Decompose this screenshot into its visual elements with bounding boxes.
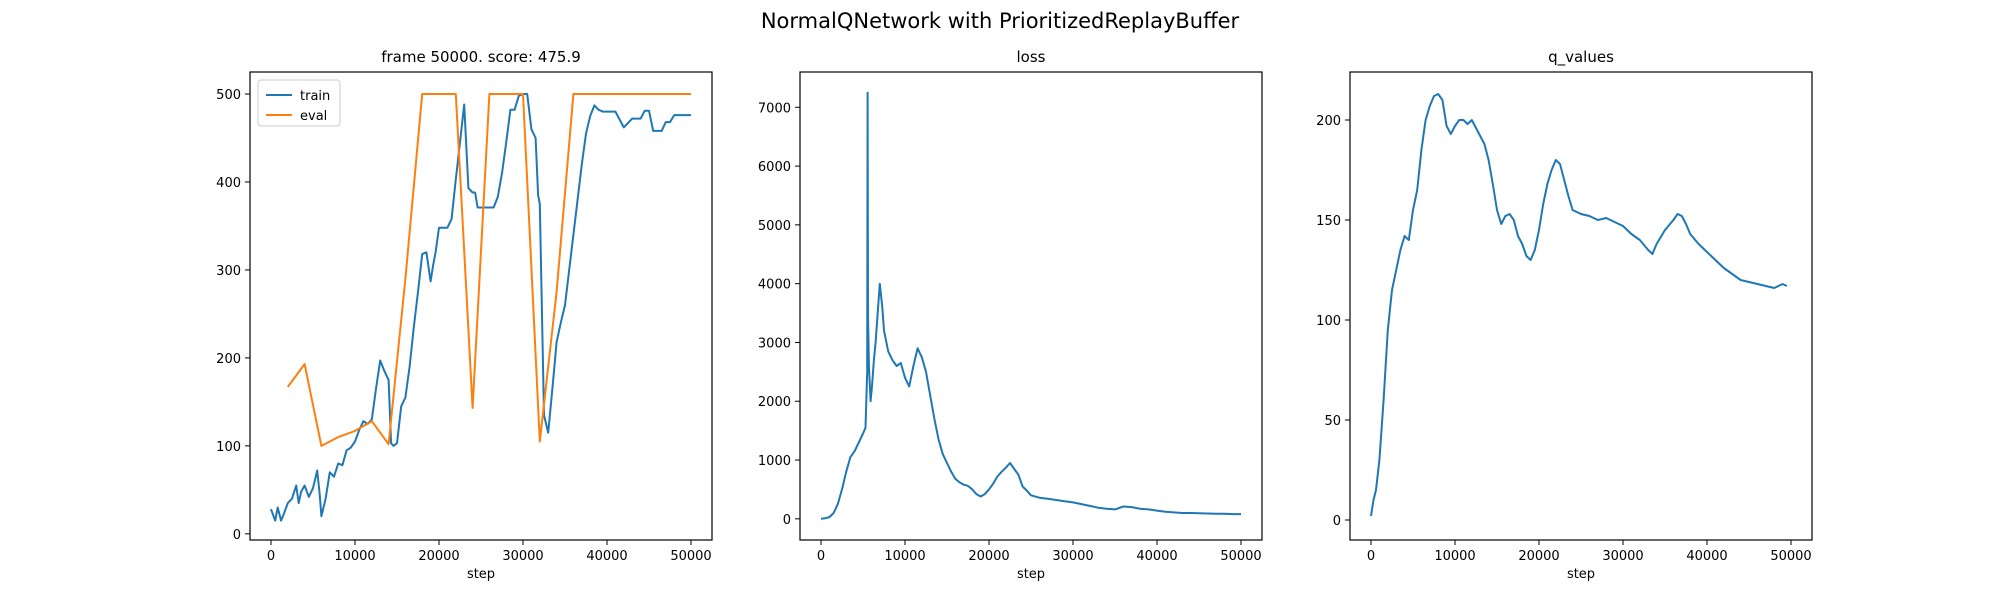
x-axis-label: step bbox=[1567, 567, 1595, 582]
y-tick-label: 2000 bbox=[758, 395, 791, 410]
y-tick-label: 6000 bbox=[758, 160, 791, 175]
y-tick-label: 100 bbox=[1316, 314, 1341, 329]
y-tick-label: 300 bbox=[216, 264, 241, 279]
x-tick-label: 50000 bbox=[1220, 549, 1261, 564]
x-tick-label: 40000 bbox=[586, 549, 627, 564]
y-tick-label: 150 bbox=[1316, 214, 1341, 229]
y-tick-label: 100 bbox=[216, 440, 241, 455]
y-tick-label: 0 bbox=[233, 528, 241, 543]
x-tick-label: 20000 bbox=[968, 549, 1009, 564]
legend-label-train: train bbox=[300, 89, 330, 104]
x-tick-label: 50000 bbox=[670, 549, 711, 564]
x-tick-label: 0 bbox=[817, 549, 825, 564]
figure-title: NormalQNetwork with PrioritizedReplayBuf… bbox=[761, 9, 1240, 33]
x-tick-label: 30000 bbox=[502, 549, 543, 564]
x-tick-label: 40000 bbox=[1136, 549, 1177, 564]
y-tick-label: 50 bbox=[1324, 414, 1341, 429]
y-tick-label: 5000 bbox=[758, 219, 791, 234]
y-tick-label: 0 bbox=[1333, 514, 1341, 529]
x-tick-label: 30000 bbox=[1602, 549, 1643, 564]
x-tick-label: 20000 bbox=[1518, 549, 1559, 564]
series-line-eval bbox=[286, 93, 691, 447]
y-tick-label: 200 bbox=[1316, 114, 1341, 129]
y-tick-label: 4000 bbox=[758, 278, 791, 293]
x-axis-label: step bbox=[467, 567, 495, 582]
y-tick-label: 400 bbox=[216, 176, 241, 191]
y-tick-label: 7000 bbox=[758, 101, 791, 116]
chart-title: loss bbox=[1017, 48, 1046, 66]
y-tick-label: 0 bbox=[783, 513, 791, 528]
x-tick-label: 10000 bbox=[334, 549, 375, 564]
legend: train eval bbox=[257, 79, 341, 127]
chart-title: frame 50000. score: 475.9 bbox=[381, 48, 581, 66]
x-tick-label: 10000 bbox=[1434, 549, 1475, 564]
y-tick-label: 3000 bbox=[758, 336, 791, 351]
x-tick-label: 0 bbox=[267, 549, 275, 564]
series-line-q_values bbox=[1370, 93, 1788, 517]
axes-frame bbox=[1349, 71, 1813, 541]
x-tick-label: 20000 bbox=[418, 549, 459, 564]
legend-label-eval: eval bbox=[300, 109, 327, 124]
y-tick-label: 200 bbox=[216, 352, 241, 367]
x-tick-label: 0 bbox=[1367, 549, 1375, 564]
chart-title: q_values bbox=[1548, 48, 1614, 67]
series-line-train bbox=[270, 93, 691, 522]
chart-loss: 0 10000 20000 30000 40000 50000 0 1000 2000 3000 4… bbox=[758, 48, 1263, 582]
x-tick-label: 30000 bbox=[1052, 549, 1093, 564]
x-tick-label: 10000 bbox=[884, 549, 925, 564]
x-tick-label: 50000 bbox=[1770, 549, 1811, 564]
chart-score: 0 10000 20000 30000 40000 50000 0 100 200 300 400 5… bbox=[216, 48, 713, 582]
series-line-loss bbox=[820, 91, 1241, 520]
axes-frame bbox=[249, 71, 713, 541]
y-tick-label: 1000 bbox=[758, 454, 791, 469]
axes-frame bbox=[799, 71, 1263, 541]
chart-q_values: 0 10000 20000 30000 40000 50000 0 50 100 150 200 q_… bbox=[1316, 48, 1813, 582]
x-tick-label: 40000 bbox=[1686, 549, 1727, 564]
y-tick-label: 500 bbox=[216, 88, 241, 103]
x-axis-label: step bbox=[1017, 567, 1045, 582]
